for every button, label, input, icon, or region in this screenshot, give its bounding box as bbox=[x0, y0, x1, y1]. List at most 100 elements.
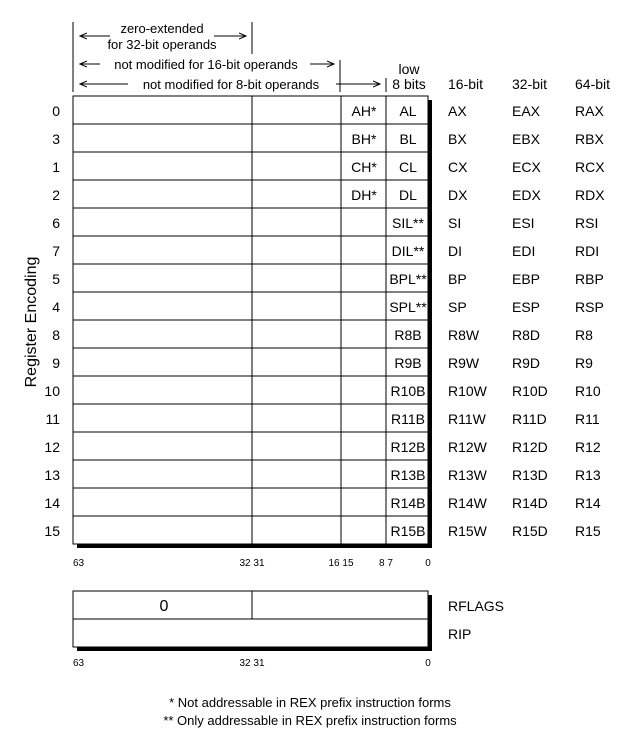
register-64bit: R15 bbox=[575, 523, 601, 539]
register-64bit: RBX bbox=[575, 131, 604, 147]
header-16bit: 16-bit bbox=[448, 76, 483, 92]
register-32bit: R10D bbox=[512, 383, 548, 399]
register-low-byte: R14B bbox=[390, 495, 425, 511]
register-64bit: R10 bbox=[575, 383, 601, 399]
register-64bit: RDX bbox=[575, 187, 605, 203]
header-32bit: 32-bit bbox=[512, 76, 547, 92]
register-low-byte: R15B bbox=[390, 523, 425, 539]
register-low-byte: SIL** bbox=[392, 215, 424, 231]
register-64bit: R13 bbox=[575, 467, 601, 483]
register-encoding: 3 bbox=[52, 131, 60, 147]
register-low-byte: R12B bbox=[390, 439, 425, 455]
register-16bit: R13W bbox=[448, 467, 488, 483]
flags-rip-box bbox=[72, 590, 432, 651]
register-64bit: R14 bbox=[575, 495, 601, 511]
register-low-byte: DIL** bbox=[392, 243, 425, 259]
register-32bit: EBP bbox=[512, 271, 540, 287]
register-32bit: ESP bbox=[512, 299, 540, 315]
register-64bit: R9 bbox=[575, 355, 593, 371]
register-high-byte: DH* bbox=[351, 187, 377, 203]
header-64bit: 64-bit bbox=[575, 76, 610, 92]
register-64bit: RSP bbox=[575, 299, 604, 315]
rip-label: RIP bbox=[448, 626, 471, 642]
zero-extended-label-1: zero-extended bbox=[120, 21, 203, 36]
register-encoding: 11 bbox=[45, 411, 60, 427]
register-16bit: R12W bbox=[448, 439, 488, 455]
register-32bit: R13D bbox=[512, 467, 548, 483]
register-32bit: R8D bbox=[512, 327, 540, 343]
register-low-byte: R11B bbox=[391, 411, 425, 427]
register-32bit: EBX bbox=[512, 131, 541, 147]
register-64bit: RAX bbox=[575, 103, 604, 119]
register-high-byte: BH* bbox=[352, 131, 377, 147]
register-64bit: R8 bbox=[575, 327, 593, 343]
register-16bit: BX bbox=[448, 131, 467, 147]
register-grid: 0 AH* AL AX EAX RAX 3 BH* BL BX EBX RBX 1 CH* CL CX ECX R… bbox=[44, 95, 605, 545]
register-16bit: R8W bbox=[448, 327, 480, 343]
register-16bit: R15W bbox=[448, 523, 488, 539]
register-64bit: RBP bbox=[575, 271, 604, 287]
register-32bit: EDI bbox=[512, 243, 535, 259]
bit-label-0-bottom: 0 bbox=[425, 658, 431, 669]
register-16bit: DX bbox=[448, 187, 468, 203]
register-64bit: R11 bbox=[575, 411, 600, 427]
bit-label-16-15: 16 15 bbox=[328, 558, 353, 569]
register-encoding: 7 bbox=[52, 243, 60, 259]
zero-extended-label-2: for 32-bit operands bbox=[107, 37, 217, 52]
register-16bit: CX bbox=[448, 159, 468, 175]
register-32bit: R15D bbox=[512, 523, 548, 539]
register-encoding: 9 bbox=[52, 355, 60, 371]
register-encoding: 4 bbox=[52, 299, 60, 315]
register-encoding: 2 bbox=[52, 187, 60, 203]
register-encoding: 10 bbox=[44, 383, 60, 399]
register-32bit: ECX bbox=[512, 159, 541, 175]
register-16bit: SP bbox=[448, 299, 467, 315]
register-32bit: R9D bbox=[512, 355, 540, 371]
register-low-byte: AL bbox=[399, 103, 416, 119]
footnote-double-star: ** Only addressable in REX prefix instru… bbox=[163, 713, 457, 728]
annotation-brackets bbox=[72, 22, 387, 92]
register-low-byte: R10B bbox=[390, 383, 425, 399]
bit-label-32-31: 32 31 bbox=[239, 558, 264, 569]
register-16bit: AX bbox=[448, 103, 467, 119]
register-encoding: 6 bbox=[52, 215, 60, 231]
not-modified-8-label: not modified for 8-bit operands bbox=[143, 77, 320, 92]
register-16bit: BP bbox=[448, 271, 467, 287]
register-16bit: R14W bbox=[448, 495, 488, 511]
register-32bit: EAX bbox=[512, 103, 541, 119]
register-low-byte: DL bbox=[399, 187, 417, 203]
register-encoding: 0 bbox=[52, 103, 60, 119]
bit-label-63: 63 bbox=[73, 558, 85, 569]
rflags-label: RFLAGS bbox=[448, 598, 504, 614]
bit-label-32-31-bottom: 32 31 bbox=[239, 658, 264, 669]
register-low-byte: R13B bbox=[390, 467, 425, 483]
header-low: low bbox=[398, 61, 420, 77]
register-32bit: R11D bbox=[512, 411, 547, 427]
register-encoding: 8 bbox=[52, 327, 60, 343]
footnote-single-star: * Not addressable in REX prefix instruct… bbox=[169, 695, 451, 710]
header-8bits: 8 bits bbox=[392, 76, 425, 92]
register-encoding: 1 bbox=[52, 159, 60, 175]
register-encoding: 12 bbox=[44, 439, 60, 455]
register-encoding: 14 bbox=[44, 495, 60, 511]
register-low-byte: BL bbox=[399, 131, 416, 147]
register-encoding: 15 bbox=[44, 523, 60, 539]
register-high-byte: CH* bbox=[351, 159, 377, 175]
register-low-byte: CL bbox=[399, 159, 417, 175]
register-32bit: R14D bbox=[512, 495, 548, 511]
register-high-byte: AH* bbox=[352, 103, 377, 119]
bit-label-63-bottom: 63 bbox=[73, 658, 85, 669]
register-64bit: R12 bbox=[575, 439, 601, 455]
register-16bit: R11W bbox=[448, 411, 487, 427]
register-low-byte: R8B bbox=[394, 327, 421, 343]
register-16bit: R10W bbox=[448, 383, 488, 399]
register-encoding-label: Register Encoding bbox=[23, 257, 40, 388]
register-32bit: ESI bbox=[512, 215, 535, 231]
register-low-byte: R9B bbox=[394, 355, 421, 371]
register-64bit: RCX bbox=[575, 159, 605, 175]
register-32bit: EDX bbox=[512, 187, 541, 203]
bit-label-0: 0 bbox=[425, 558, 431, 569]
register-low-byte: BPL** bbox=[389, 271, 427, 287]
rflags-upper-value: 0 bbox=[160, 598, 169, 615]
